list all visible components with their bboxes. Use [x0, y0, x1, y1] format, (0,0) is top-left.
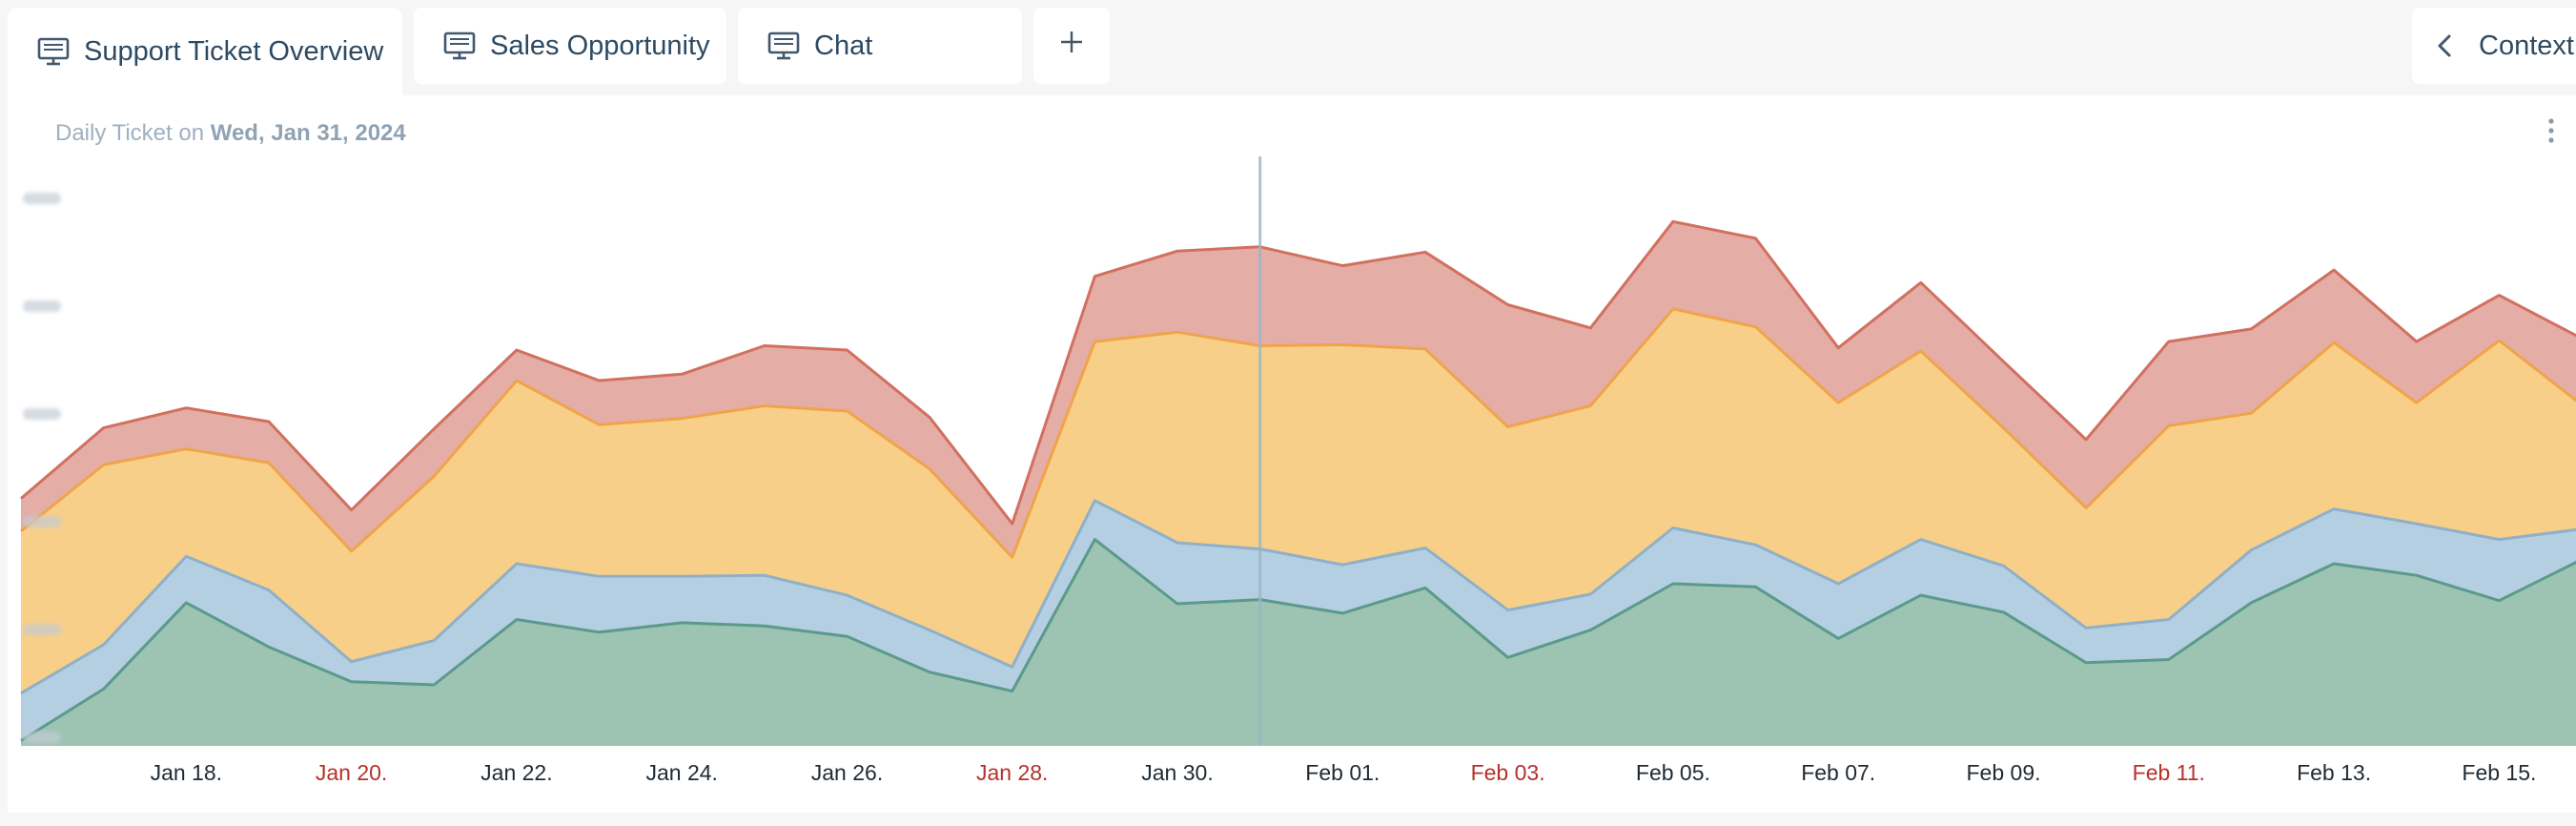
- plus-icon: [1058, 29, 1085, 63]
- chart-subtitle: Daily Ticket on Wed, Jan 31, 2024: [55, 120, 406, 147]
- tab-support-ticket-overview[interactable]: Support Ticket Overview: [8, 8, 402, 95]
- x-tick-label: Feb 07.: [1801, 760, 1875, 785]
- x-tick-label: Feb 11.: [2133, 760, 2205, 785]
- add-tab-button[interactable]: [1033, 8, 1110, 84]
- chart-subtitle-date: Wed, Jan 31, 2024: [210, 120, 406, 146]
- x-tick-label: Feb 15.: [2462, 760, 2536, 785]
- area-series-3: [21, 308, 2576, 693]
- x-tick-label: Feb 05.: [1636, 760, 1710, 785]
- tab-label: Chat: [814, 30, 873, 61]
- line-series-1: [20, 538, 2576, 742]
- chevron-left-icon: [2431, 31, 2460, 60]
- x-tick-label: Feb 13.: [2297, 760, 2371, 785]
- y-tick-label-blurred: [23, 732, 61, 743]
- context-button[interactable]: Context: [2412, 8, 2576, 84]
- x-tick-label: Jan 18.: [151, 760, 222, 785]
- context-label: Context: [2479, 30, 2574, 61]
- x-tick-label: Jan 28.: [976, 760, 1048, 785]
- monitor-icon: [36, 34, 71, 69]
- x-tick-label: Feb 03.: [1471, 760, 1545, 785]
- area-series-1: [21, 539, 2576, 746]
- y-tick-label-blurred: [23, 193, 61, 204]
- tab-sales-opportunity[interactable]: Sales Opportunity: [414, 8, 726, 84]
- tab-bar: Support Ticket Overview Sales Opportunit…: [0, 0, 2576, 95]
- x-tick-label: Feb 09.: [1967, 760, 2041, 785]
- tab-label: Support Ticket Overview: [84, 35, 384, 67]
- area-series-4: [21, 221, 2576, 558]
- chart-subtitle-prefix: Daily Ticket on: [55, 120, 205, 146]
- y-tick-label-blurred: [23, 624, 61, 635]
- line-series-2: [20, 499, 2576, 695]
- y-tick-label-blurred: [23, 300, 61, 312]
- x-tick-label: Jan 26.: [811, 760, 883, 785]
- y-tick-label-blurred: [23, 408, 61, 420]
- area-series-2: [21, 500, 2576, 741]
- chart-panel: Jan 18. Jan 20. Jan 22. Jan 24. Jan 26. Jan 2…: [8, 95, 2576, 813]
- y-tick-label-blurred: [23, 516, 61, 527]
- line-series-3: [20, 307, 2576, 559]
- x-tick-label: Jan 30.: [1141, 760, 1213, 785]
- x-tick-label: Feb 01.: [1305, 760, 1380, 785]
- more-options-icon[interactable]: [2544, 116, 2559, 145]
- monitor-icon: [767, 29, 801, 63]
- line-series-4: [20, 219, 2576, 526]
- stacked-area-chart[interactable]: Jan 18. Jan 20. Jan 22. Jan 24. Jan 26. Jan 2…: [8, 95, 2576, 813]
- x-tick-label: Jan 22.: [480, 760, 552, 785]
- tab-label: Sales Opportunity: [490, 30, 710, 61]
- monitor-icon: [442, 29, 477, 63]
- tab-chat[interactable]: Chat: [738, 8, 1022, 84]
- x-tick-label: Jan 20.: [316, 760, 387, 785]
- x-tick-label: Jan 24.: [645, 760, 717, 785]
